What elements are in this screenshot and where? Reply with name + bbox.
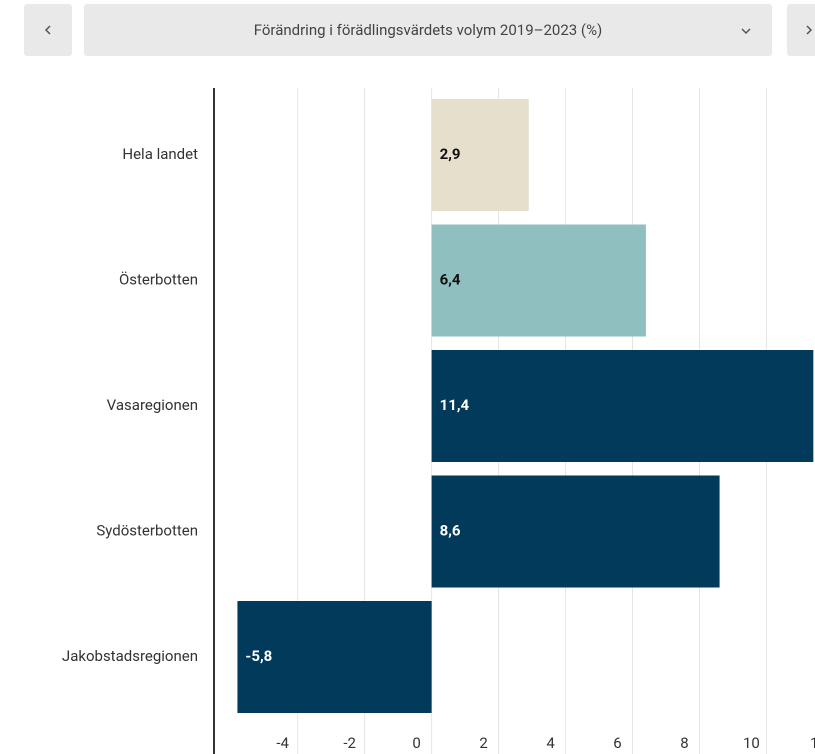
x-tick-label: -4 — [276, 734, 289, 752]
x-tick-label: 0 — [412, 734, 420, 752]
value-label: 8,6 — [440, 521, 461, 539]
dropdown-icon — [741, 28, 751, 35]
x-tick-label: 12 — [810, 734, 815, 752]
value-label: 11,4 — [440, 396, 470, 414]
category-label: Vasaregionen — [107, 396, 198, 414]
x-tick-label: 8 — [680, 734, 688, 752]
value-label: 6,4 — [440, 270, 461, 288]
bar — [431, 475, 720, 588]
x-tick-label: 6 — [613, 734, 621, 752]
value-label: 2,9 — [440, 145, 461, 163]
bar — [431, 99, 529, 211]
category-label: Hela landet — [122, 145, 198, 163]
category-label: Sydösterbotten — [96, 521, 198, 539]
x-tick-label: -2 — [343, 734, 356, 752]
bar — [237, 601, 432, 713]
x-tick-label: 2 — [479, 734, 487, 752]
category-label: Österbotten — [119, 270, 198, 288]
category-label: Jakobstadsregionen — [62, 647, 198, 665]
prev-button[interactable] — [24, 4, 72, 56]
x-tick-label: 4 — [546, 734, 555, 752]
chart-selector[interactable]: Förändring i förädlingsvärdets volym 201… — [84, 4, 772, 56]
value-label: -5,8 — [245, 647, 272, 665]
chart-title: Förändring i förädlingsvärdets volym 201… — [253, 21, 603, 39]
next-icon — [806, 25, 813, 35]
x-tick-label: 10 — [743, 734, 760, 752]
bar — [431, 350, 814, 462]
next-button[interactable] — [787, 4, 815, 56]
bar — [431, 224, 646, 337]
prev-icon — [44, 25, 51, 35]
